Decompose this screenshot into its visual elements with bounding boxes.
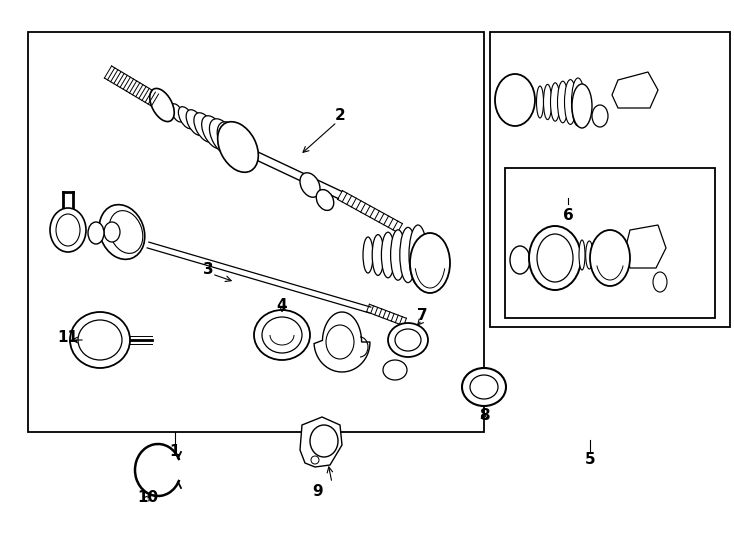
Ellipse shape xyxy=(599,243,609,267)
Ellipse shape xyxy=(558,81,568,123)
Ellipse shape xyxy=(186,110,205,136)
Ellipse shape xyxy=(382,232,395,278)
Ellipse shape xyxy=(590,230,630,286)
Text: 8: 8 xyxy=(479,408,490,422)
Text: 6: 6 xyxy=(563,207,573,222)
Ellipse shape xyxy=(395,329,421,351)
Ellipse shape xyxy=(178,107,195,129)
Ellipse shape xyxy=(592,105,608,127)
Text: 7: 7 xyxy=(417,307,427,322)
Ellipse shape xyxy=(99,205,145,259)
Ellipse shape xyxy=(572,78,584,126)
Ellipse shape xyxy=(163,100,173,116)
Ellipse shape xyxy=(363,237,373,273)
Ellipse shape xyxy=(170,104,184,122)
Ellipse shape xyxy=(311,456,319,464)
Ellipse shape xyxy=(564,79,576,124)
Text: 10: 10 xyxy=(137,489,159,504)
Ellipse shape xyxy=(409,225,427,285)
Bar xyxy=(490,32,730,327)
Text: 1: 1 xyxy=(170,444,181,460)
Ellipse shape xyxy=(218,122,258,172)
Ellipse shape xyxy=(310,425,338,457)
Ellipse shape xyxy=(388,323,428,357)
Text: 5: 5 xyxy=(585,453,595,468)
Text: 11: 11 xyxy=(57,330,79,346)
Text: 2: 2 xyxy=(335,107,346,123)
Bar xyxy=(505,168,715,318)
Text: 9: 9 xyxy=(313,484,323,500)
Polygon shape xyxy=(612,72,658,108)
Text: 3: 3 xyxy=(203,262,214,278)
Ellipse shape xyxy=(254,310,310,360)
Ellipse shape xyxy=(586,241,593,269)
Ellipse shape xyxy=(217,122,247,162)
Ellipse shape xyxy=(592,242,601,268)
Polygon shape xyxy=(625,225,666,268)
Ellipse shape xyxy=(470,375,498,399)
Ellipse shape xyxy=(300,173,320,197)
Ellipse shape xyxy=(104,222,120,242)
Ellipse shape xyxy=(410,233,450,293)
Ellipse shape xyxy=(326,325,354,359)
Text: 4: 4 xyxy=(277,298,287,313)
Ellipse shape xyxy=(653,272,667,292)
Ellipse shape xyxy=(78,320,122,360)
Ellipse shape xyxy=(70,312,130,368)
Ellipse shape xyxy=(579,240,585,270)
Ellipse shape xyxy=(543,84,552,119)
Ellipse shape xyxy=(572,84,592,128)
Ellipse shape xyxy=(495,74,535,126)
Ellipse shape xyxy=(194,113,215,142)
Ellipse shape xyxy=(537,86,543,118)
Ellipse shape xyxy=(50,208,86,252)
Bar xyxy=(28,32,484,432)
Ellipse shape xyxy=(529,226,581,290)
Ellipse shape xyxy=(209,119,236,156)
Ellipse shape xyxy=(390,230,405,280)
Polygon shape xyxy=(300,417,342,467)
Polygon shape xyxy=(314,312,370,372)
Ellipse shape xyxy=(202,116,226,149)
Ellipse shape xyxy=(109,211,143,253)
Ellipse shape xyxy=(56,214,80,246)
Ellipse shape xyxy=(88,222,104,244)
Ellipse shape xyxy=(316,190,334,211)
Ellipse shape xyxy=(462,368,506,406)
Ellipse shape xyxy=(150,89,174,122)
Ellipse shape xyxy=(262,317,302,353)
Ellipse shape xyxy=(383,360,407,380)
Ellipse shape xyxy=(510,246,530,274)
Ellipse shape xyxy=(372,234,384,275)
Ellipse shape xyxy=(400,227,416,282)
Ellipse shape xyxy=(550,83,560,121)
Ellipse shape xyxy=(537,234,573,282)
